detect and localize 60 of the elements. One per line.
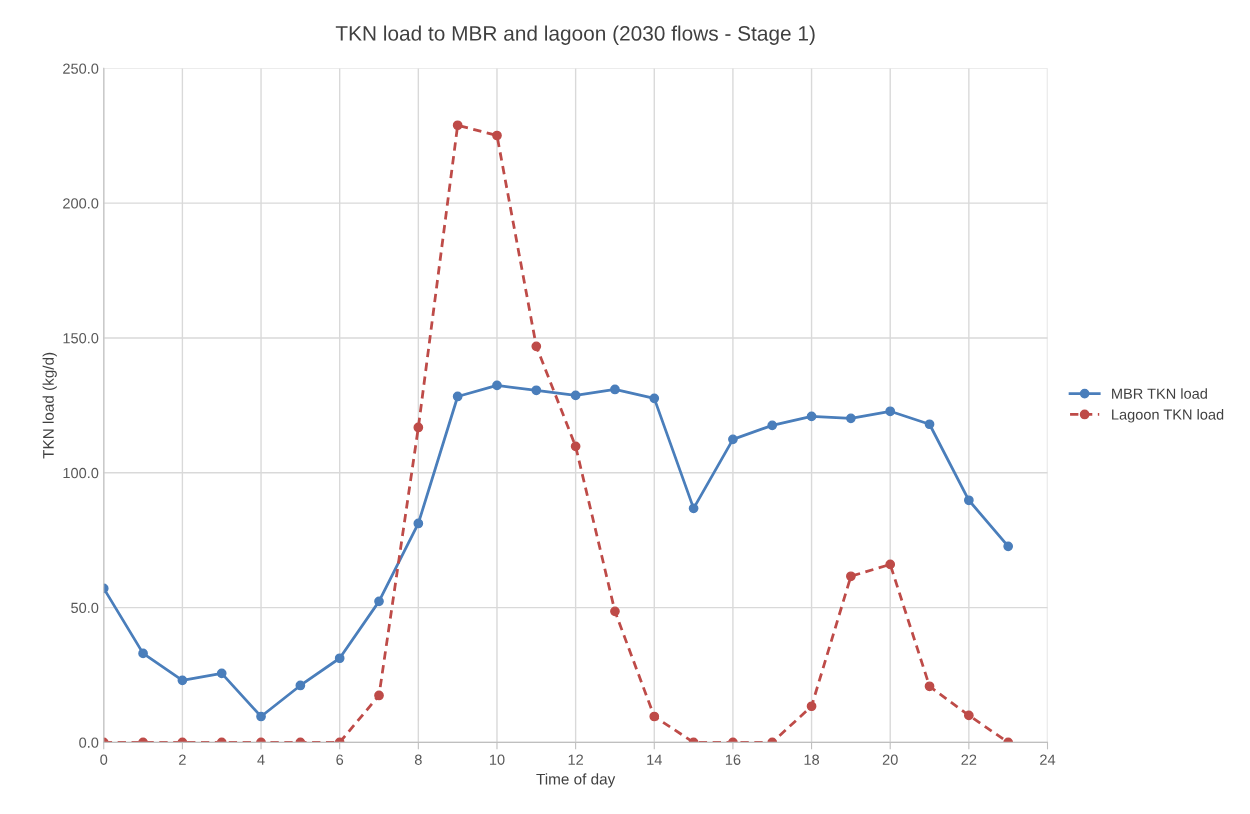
- point: [963, 495, 974, 506]
- legend-label: Lagoon TKN load: [1112, 409, 1224, 423]
- point: [295, 680, 306, 691]
- point: [138, 648, 148, 659]
- point: [334, 653, 345, 664]
- x-axis-title: Time of day: [536, 773, 616, 788]
- y-axis-title: TKN load (kg/d): [42, 352, 57, 459]
- y-tick-label: 50.0: [71, 602, 99, 613]
- point: [216, 668, 227, 679]
- y-tick-label: 250.0: [63, 63, 99, 74]
- point: [924, 419, 935, 430]
- chart-title: TKN load to MBR and lagoon (2030 flows - Stage 1): [335, 25, 815, 45]
- point: [413, 518, 424, 529]
- point: [649, 393, 660, 404]
- y-tick-label: 200.0: [63, 198, 99, 209]
- x-tick-label: 18: [804, 754, 820, 765]
- point: [256, 711, 266, 722]
- x-tick-label: 16: [725, 754, 741, 765]
- point: [963, 710, 974, 721]
- point: [885, 559, 896, 570]
- y-tick-label: 150.0: [63, 333, 99, 344]
- point: [846, 571, 856, 582]
- point: [649, 711, 660, 722]
- point: [610, 384, 620, 395]
- x-tick-label: 12: [568, 754, 583, 765]
- x-tick-label: 22: [961, 754, 977, 765]
- point: [728, 434, 738, 445]
- point: [413, 422, 424, 433]
- point: [531, 385, 542, 396]
- point: [452, 120, 463, 131]
- x-tick-label: 20: [882, 754, 898, 765]
- point: [492, 380, 502, 391]
- point: [806, 701, 817, 712]
- x-tick-label: 8: [414, 754, 422, 765]
- point: [374, 596, 384, 607]
- x-tick-label: 2: [179, 754, 186, 765]
- legend-label: MBR TKN load: [1112, 388, 1207, 399]
- x-tick-label: 0: [100, 754, 108, 765]
- point: [374, 690, 384, 701]
- x-tick-label: 6: [336, 754, 344, 765]
- x-tick-label: 24: [1040, 754, 1056, 765]
- y-tick-label: 100.0: [63, 467, 99, 479]
- point: [610, 606, 620, 617]
- point: [924, 681, 935, 692]
- point: [688, 503, 699, 514]
- point: [177, 675, 188, 686]
- point: [1003, 541, 1014, 552]
- point: [492, 130, 502, 141]
- point: [806, 411, 817, 422]
- point: [767, 420, 778, 431]
- point: [570, 390, 581, 401]
- x-tick-label: 4: [257, 754, 265, 765]
- x-tick-label: 10: [489, 754, 505, 765]
- point: [452, 391, 463, 402]
- point: [885, 406, 896, 417]
- point: [570, 441, 581, 452]
- y-tick-label: 0.0: [79, 737, 99, 748]
- point: [531, 341, 542, 352]
- x-tick-label: 14: [647, 754, 662, 765]
- point: [846, 413, 856, 424]
